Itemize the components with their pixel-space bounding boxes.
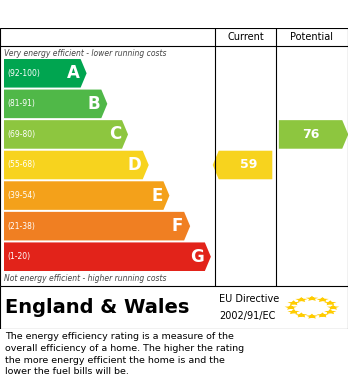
Polygon shape xyxy=(316,297,329,302)
Text: (81-91): (81-91) xyxy=(7,99,35,108)
Polygon shape xyxy=(4,120,128,149)
Text: (69-80): (69-80) xyxy=(7,130,35,139)
Text: Energy Efficiency Rating: Energy Efficiency Rating xyxy=(7,7,198,21)
Polygon shape xyxy=(306,314,318,319)
Text: England & Wales: England & Wales xyxy=(5,298,189,317)
Text: (55-68): (55-68) xyxy=(7,160,35,170)
Polygon shape xyxy=(4,90,107,118)
Polygon shape xyxy=(295,312,308,317)
Text: Not energy efficient - higher running costs: Not energy efficient - higher running co… xyxy=(4,274,166,283)
Polygon shape xyxy=(285,305,297,310)
Polygon shape xyxy=(316,312,329,317)
Text: A: A xyxy=(67,64,80,82)
Polygon shape xyxy=(4,242,211,271)
Polygon shape xyxy=(4,181,169,210)
Polygon shape xyxy=(324,309,337,314)
Text: Current: Current xyxy=(227,32,264,42)
Text: 76: 76 xyxy=(302,128,319,141)
Text: EU Directive: EU Directive xyxy=(219,294,279,304)
Text: E: E xyxy=(151,187,163,204)
Polygon shape xyxy=(213,151,272,179)
Polygon shape xyxy=(4,212,190,240)
Text: Potential: Potential xyxy=(291,32,333,42)
Text: 2002/91/EC: 2002/91/EC xyxy=(219,311,275,321)
Polygon shape xyxy=(4,151,149,179)
Text: D: D xyxy=(128,156,142,174)
Text: C: C xyxy=(109,126,121,143)
Polygon shape xyxy=(306,296,318,301)
Text: F: F xyxy=(172,217,183,235)
Text: The energy efficiency rating is a measure of the
overall efficiency of a home. T: The energy efficiency rating is a measur… xyxy=(5,332,244,377)
Polygon shape xyxy=(287,300,300,305)
Text: (92-100): (92-100) xyxy=(7,69,40,78)
Polygon shape xyxy=(327,305,339,310)
Polygon shape xyxy=(279,120,348,149)
Polygon shape xyxy=(4,59,87,88)
Polygon shape xyxy=(295,297,308,302)
Text: (21-38): (21-38) xyxy=(7,222,35,231)
Text: B: B xyxy=(88,95,100,113)
Text: (39-54): (39-54) xyxy=(7,191,35,200)
Text: G: G xyxy=(190,248,204,266)
Text: (1-20): (1-20) xyxy=(7,252,30,261)
Text: Very energy efficient - lower running costs: Very energy efficient - lower running co… xyxy=(4,49,166,58)
Text: 59: 59 xyxy=(240,158,257,172)
Polygon shape xyxy=(324,300,337,305)
Polygon shape xyxy=(287,309,300,314)
